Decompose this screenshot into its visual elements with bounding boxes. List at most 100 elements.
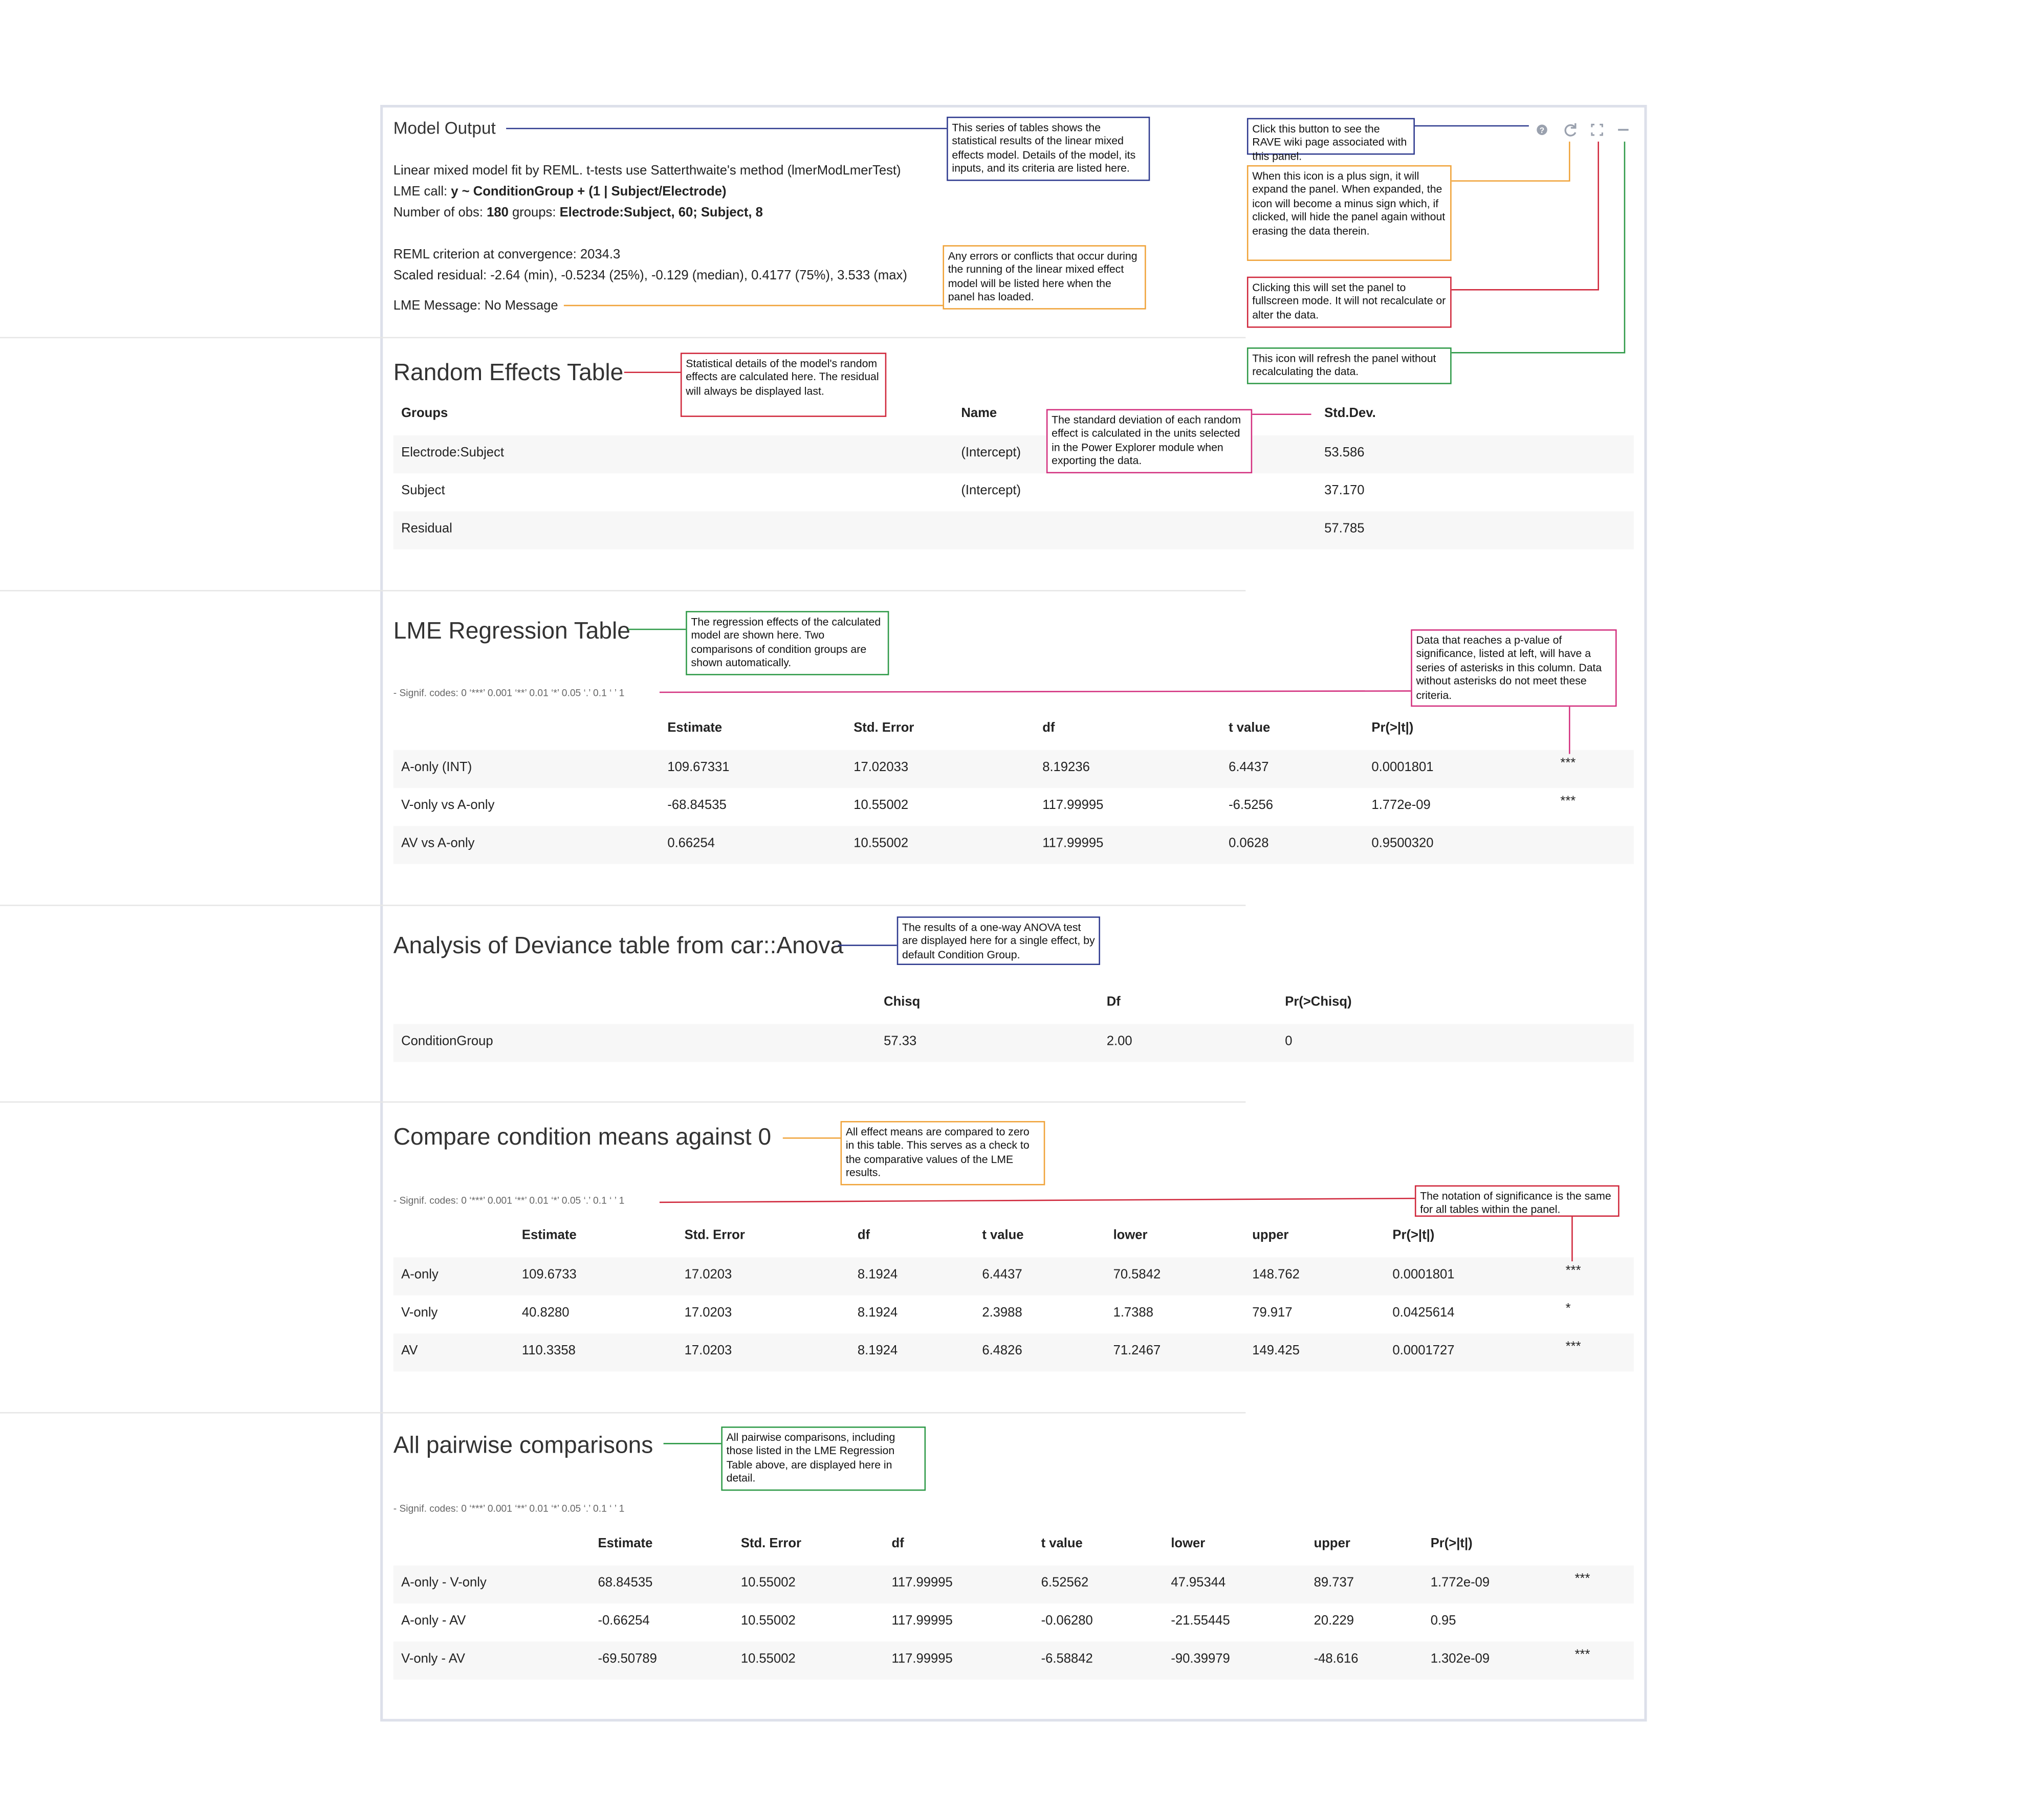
- section-title: Analysis of Deviance table from car::Ano…: [393, 932, 844, 959]
- table-cell: 8.1924: [857, 1267, 898, 1283]
- annotation: When this icon is a plus sign, it will e…: [1246, 165, 1452, 261]
- table-cell: ***: [1560, 756, 1576, 771]
- divider: [0, 905, 1246, 906]
- column-header: upper: [1314, 1537, 1350, 1551]
- table-cell: 1.772e-09: [1430, 1576, 1490, 1591]
- table-cell: Subject: [401, 484, 445, 498]
- column-header: Name: [961, 406, 997, 421]
- column-header: Df: [1106, 995, 1121, 1010]
- table-cell: Electrode:Subject: [401, 446, 505, 461]
- column-header: Std.Dev.: [1324, 406, 1376, 421]
- summary-fit: Linear mixed model fit by REML. t-tests …: [393, 164, 901, 179]
- table-cell: 47.95344: [1171, 1576, 1226, 1591]
- callout-line: [1451, 141, 1570, 182]
- table-cell: 1.7388: [1113, 1306, 1153, 1321]
- table-cell: 17.0203: [684, 1306, 732, 1321]
- divider: [0, 1101, 1246, 1103]
- table-cell: 53.586: [1324, 446, 1365, 461]
- divider: [0, 590, 1246, 591]
- table-cell: 0.0628: [1229, 836, 1269, 851]
- table-cell: -21.55445: [1171, 1614, 1230, 1629]
- table-cell: 70.5842: [1113, 1267, 1161, 1283]
- table-cell: 17.02033: [854, 760, 909, 775]
- table-cell: V-only: [401, 1306, 438, 1321]
- annotation: Click this button to see the RAVE wiki p…: [1246, 118, 1415, 162]
- divider: [0, 337, 1246, 339]
- table-cell: 6.4826: [982, 1344, 1022, 1358]
- table-cell: 8.1924: [857, 1306, 898, 1321]
- table-cell: 17.0203: [684, 1267, 732, 1283]
- row-stripe: [393, 1565, 1634, 1603]
- table-cell: 37.170: [1324, 484, 1365, 498]
- table-cell: V-only vs A-only: [401, 798, 495, 813]
- column-header: lower: [1113, 1229, 1148, 1243]
- callout-line: [659, 690, 1411, 693]
- signif-codes: - Signif. codes: 0 ‘***’ 0.001 ‘**’ 0.01…: [393, 1194, 625, 1207]
- signif-codes: - Signif. codes: 0 ‘***’ 0.001 ‘**’ 0.01…: [393, 687, 625, 699]
- column-header: df: [891, 1537, 904, 1551]
- column-header: Pr(>|t|): [1430, 1537, 1473, 1551]
- table-cell: 109.67331: [667, 760, 730, 775]
- table-cell: 0.0001801: [1392, 1267, 1455, 1283]
- table-cell: 117.99995: [1042, 836, 1104, 851]
- column-header: upper: [1252, 1229, 1289, 1243]
- table-cell: -0.66254: [598, 1614, 650, 1629]
- table-cell: 110.3358: [521, 1344, 576, 1358]
- section-title: LME Regression Table: [393, 617, 630, 644]
- divider: [0, 1412, 1246, 1414]
- table-cell: ***: [1560, 794, 1576, 809]
- table-cell: 57.33: [884, 1034, 917, 1049]
- column-header: t value: [982, 1229, 1024, 1243]
- annotation: Data that reaches a p-value of significa…: [1411, 629, 1617, 707]
- column-header: Std. Error: [854, 721, 914, 736]
- table-cell: (Intercept): [961, 446, 1021, 461]
- callout-line: [1451, 141, 1599, 291]
- column-header: df: [1042, 721, 1055, 736]
- table-cell: 10.55002: [740, 1614, 796, 1629]
- column-header: lower: [1171, 1537, 1206, 1551]
- table-cell: A-only (INT): [401, 760, 472, 775]
- row-stripe: [393, 1640, 1634, 1679]
- table-cell: A-only: [401, 1267, 439, 1283]
- table-cell: ***: [1565, 1340, 1581, 1355]
- annotation: Statistical details of the model's rando…: [680, 353, 887, 417]
- table-cell: 148.762: [1252, 1267, 1300, 1283]
- lme-call: LME call: y ~ ConditionGroup + (1 | Subj…: [393, 185, 727, 201]
- annotation: The notation of significance is the same…: [1414, 1185, 1620, 1217]
- table-cell: -68.84535: [667, 798, 727, 813]
- annotation: The regression effects of the calculated…: [686, 611, 889, 675]
- groups: Electrode:Subject, 60; Subject, 8: [559, 206, 763, 221]
- lme-message: LME Message: No Message: [393, 299, 558, 314]
- table-cell: AV: [401, 1344, 418, 1358]
- table-cell: 6.4437: [1229, 760, 1269, 775]
- table-cell: ***: [1574, 1572, 1590, 1587]
- table-cell: 117.99995: [891, 1652, 953, 1666]
- table-cell: 6.4437: [982, 1267, 1022, 1283]
- obs-n: 180: [487, 206, 509, 221]
- table-cell: 8.19236: [1042, 760, 1090, 775]
- table-cell: 0.95: [1430, 1614, 1456, 1629]
- column-header: df: [857, 1229, 870, 1243]
- table-cell: -6.58842: [1041, 1652, 1093, 1666]
- column-header: t value: [1041, 1537, 1083, 1551]
- column-header: Estimate: [598, 1537, 653, 1551]
- callout-line: [1451, 141, 1626, 354]
- table-cell: 2.00: [1106, 1034, 1132, 1049]
- row-stripe: [393, 1023, 1634, 1062]
- reml: REML criterion at convergence: 2034.3: [393, 248, 621, 262]
- column-header: Groups: [401, 406, 448, 421]
- table-cell: 0.0001727: [1392, 1344, 1455, 1358]
- row-stripe: [393, 1332, 1634, 1371]
- table-cell: -48.616: [1314, 1652, 1359, 1666]
- lme-call-value: y ~ ConditionGroup + (1 | Subject/Electr…: [451, 185, 727, 200]
- column-header: Pr(>|t|): [1371, 721, 1414, 736]
- column-header: Chisq: [884, 995, 921, 1010]
- groups-label: groups:: [512, 206, 556, 221]
- annotation: All pairwise comparisons, including thos…: [721, 1427, 926, 1491]
- panel-title: Model Output: [393, 118, 496, 138]
- section-title: All pairwise comparisons: [393, 1432, 653, 1458]
- table-cell: 0.0001801: [1371, 760, 1434, 775]
- callout-line: [659, 1197, 1415, 1203]
- column-header: Pr(>|t|): [1392, 1229, 1435, 1243]
